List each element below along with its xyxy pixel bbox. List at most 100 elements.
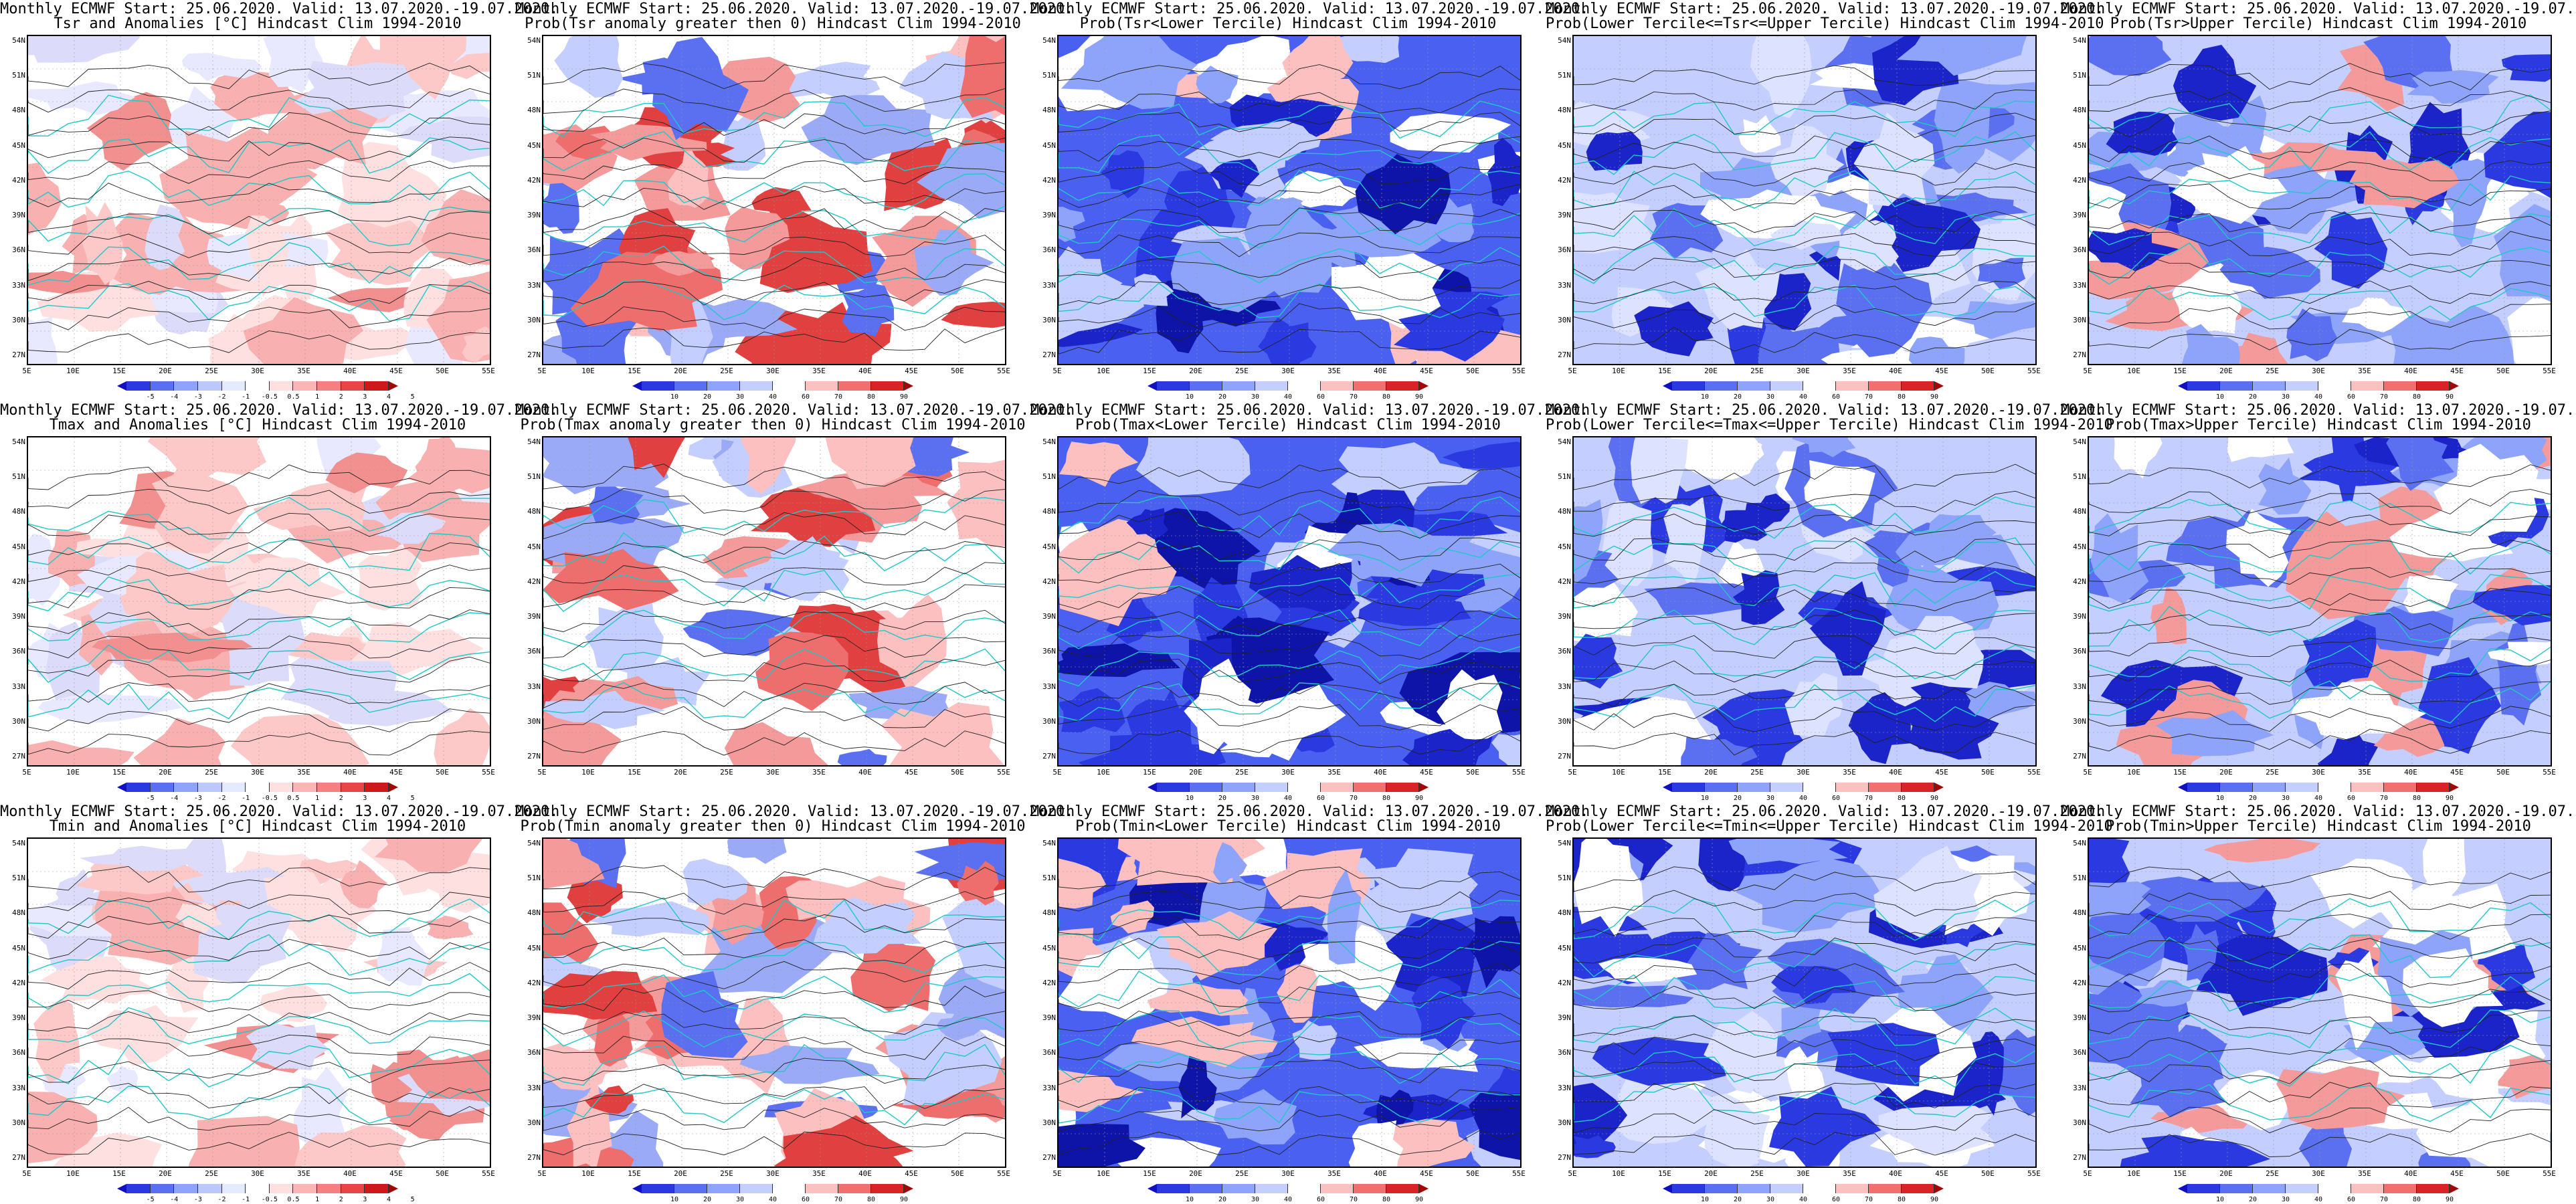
shaded-region [1574, 499, 1603, 584]
colorbar-segment [1770, 783, 1803, 792]
colorbar-tick-label: 60 [1831, 1196, 1841, 1203]
coastline [28, 496, 490, 540]
coastline [543, 173, 1005, 211]
colorbar-low-arrow [1147, 1184, 1157, 1193]
shaded-region [2349, 159, 2460, 209]
colorbar-segment [642, 381, 674, 391]
temperature-contour [1574, 866, 2035, 892]
latitude-label: 36N [527, 647, 541, 656]
colorbar-tick-label: -4 [170, 393, 179, 401]
forecast-map [1057, 35, 1522, 365]
longitude-label: 5E [1052, 768, 1062, 777]
temperature-contour [28, 892, 490, 915]
temperature-contour [1059, 512, 1520, 538]
temperature-contour [1574, 1108, 2035, 1133]
colorbar-segment [1705, 381, 1738, 391]
map-panel: Monthly ECMWF Start: 25.06.2020. Valid: … [2061, 803, 2576, 1204]
longitude-label: 35E [1843, 768, 1856, 777]
shaded-region [462, 326, 490, 363]
map-canvas [2089, 839, 2551, 1167]
longitude-label: 55E [1512, 367, 1526, 375]
map-canvas [28, 36, 490, 364]
colorbar-segment [246, 783, 270, 792]
coastline [543, 96, 1005, 138]
colorbar-segment [150, 381, 175, 391]
shaded-region [377, 926, 430, 986]
longitude-label: 40E [343, 1169, 357, 1178]
coastline [1574, 607, 2035, 650]
longitude-label: 55E [2543, 1169, 2556, 1178]
colorbar-segment [2286, 381, 2318, 391]
latitude-label: 42N [1558, 175, 1571, 185]
colorbar-high-arrow [904, 1184, 913, 1193]
colorbar-tick-label: 10 [1700, 393, 1710, 401]
coastline [2089, 973, 2551, 1012]
panel-title-line2: Prob(Lower Tercile<=Tmax<=Upper Tercile)… [1546, 417, 2113, 433]
shaded-region [1437, 669, 1503, 740]
latitude-label: 39N [527, 1013, 541, 1023]
longitude-label: 20E [1704, 367, 1718, 375]
temperature-contour [28, 656, 490, 683]
colorbar-segment [1157, 1184, 1190, 1193]
latitude-label: 36N [12, 245, 25, 255]
longitude-label: 25E [205, 367, 218, 375]
longitude-label: 35E [1327, 768, 1341, 777]
shaded-region [1273, 171, 1368, 208]
map-panel: Monthly ECMWF Start: 25.06.2020. Valid: … [0, 803, 558, 1204]
temperature-contour [1574, 537, 2035, 564]
shaded-region [1131, 1016, 1279, 1068]
longitude-label: 50E [2496, 367, 2510, 375]
shaded-region [2089, 881, 2152, 917]
colorbar-segment [197, 381, 222, 391]
colorbar-segment [740, 1184, 773, 1193]
shaded-region [2172, 274, 2242, 334]
colorbar-tick-label: 4 [386, 795, 391, 802]
map-canvas [2089, 437, 2551, 765]
coastline [28, 1083, 490, 1124]
longitude-label: 55E [997, 367, 1010, 375]
shaded-region [2227, 437, 2294, 462]
temperature-contour [1059, 1060, 1520, 1086]
temperature-contour [28, 585, 490, 610]
latitude-label: 36N [2073, 647, 2086, 656]
colorbar-segment [1770, 381, 1803, 391]
shaded-region [1681, 737, 1758, 765]
temperature-contour [2089, 1082, 2551, 1108]
longitude-label: 50E [1466, 768, 1479, 777]
coastline [1059, 645, 1520, 687]
shaded-region [181, 53, 262, 82]
temperature-contour [28, 258, 490, 282]
colorbar-low-arrow [2178, 1184, 2187, 1193]
longitude-label: 10E [1612, 1169, 1625, 1178]
shaded-region [28, 36, 141, 63]
coastline [1059, 971, 1520, 1015]
colorbar-low-arrow [1147, 381, 1157, 391]
longitude-label: 55E [2543, 367, 2556, 375]
temperature-contour [28, 635, 490, 659]
shaded-region [543, 839, 605, 890]
longitude-label: 20E [2219, 768, 2233, 777]
shaded-region [1878, 1106, 1995, 1155]
shaded-region [881, 702, 1004, 765]
colorbar-tick-label: 30 [1251, 393, 1260, 401]
longitude-label: 25E [205, 1169, 218, 1178]
longitude-label: 25E [1235, 768, 1249, 777]
temperature-contour [28, 938, 490, 961]
colorbar-segment [150, 783, 175, 792]
colorbar-tick-label: 40 [2314, 393, 2323, 401]
colorbar-low-arrow [117, 783, 126, 792]
coastline [1574, 684, 2035, 722]
longitude-label: 45E [1420, 1169, 1433, 1178]
shaded-region [418, 851, 490, 913]
latitude-label: 27N [1558, 1153, 1571, 1162]
colorbar-segment [1288, 1184, 1321, 1193]
latitude-label: 45N [1042, 542, 1056, 551]
latitude-label: 27N [1042, 752, 1056, 761]
longitude-label: 30E [766, 768, 779, 777]
longitude-label: 55E [997, 768, 1010, 777]
longitude-label: 15E [628, 367, 641, 375]
longitude-label: 40E [343, 768, 357, 777]
temperature-contour [2089, 489, 2551, 515]
colorbar-high-arrow [1934, 381, 1944, 391]
shaded-region [2487, 641, 2551, 666]
